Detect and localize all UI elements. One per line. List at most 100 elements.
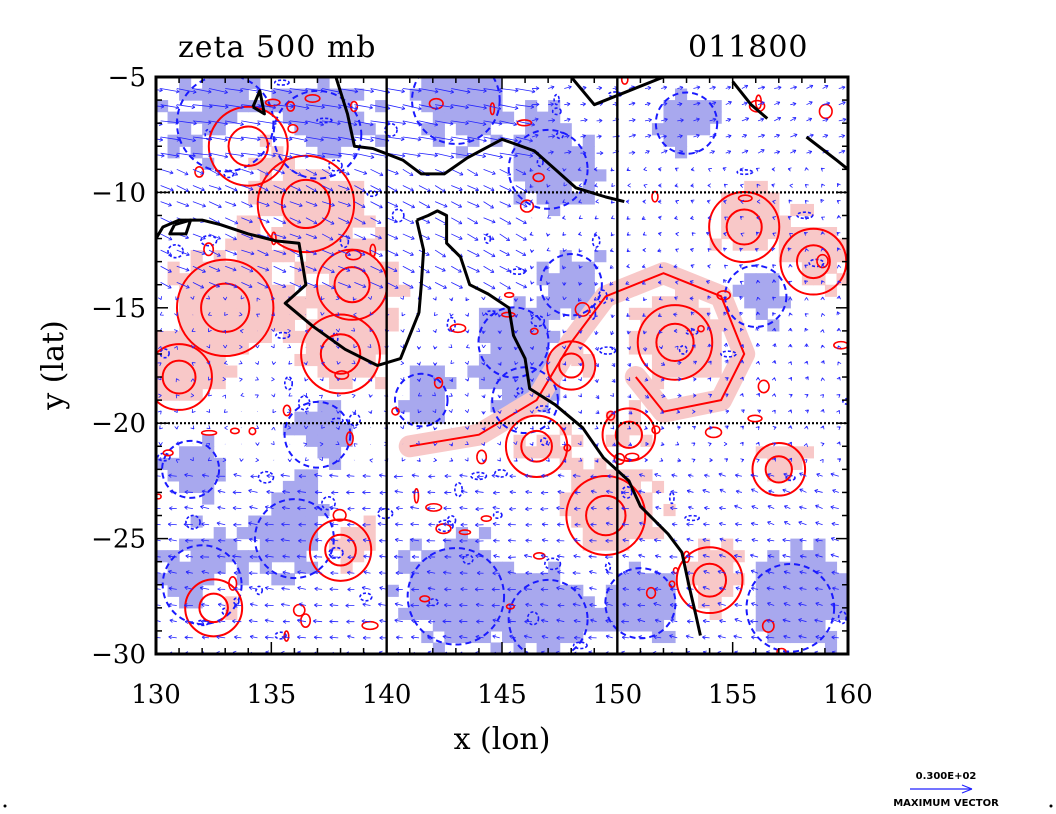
wind-vector [768, 490, 775, 493]
negative-cell [271, 538, 284, 551]
wind-vector-head [201, 473, 206, 478]
wind-vector-head [772, 457, 776, 462]
wind-vector-head [363, 554, 367, 559]
wind-vector-head [159, 425, 164, 430]
wind-vector [402, 120, 423, 126]
wind-vector-head [804, 280, 809, 285]
wind-vector [176, 168, 189, 175]
positive-contour [504, 414, 569, 478]
wind-vector-head [240, 121, 244, 127]
wind-vector-head [426, 235, 431, 240]
wind-vector-head [352, 377, 357, 382]
wind-vector-head [459, 473, 463, 478]
wind-vector-head [313, 220, 318, 225]
wind-vector-head [354, 89, 359, 94]
wind-vector-head [669, 634, 673, 639]
negative-cell [213, 457, 226, 470]
wind-vector [208, 152, 228, 158]
wind-vector-head [590, 474, 594, 479]
positive-cell [305, 330, 319, 344]
wind-vector [257, 88, 277, 94]
negative-cell [190, 480, 203, 494]
wind-vector [688, 474, 694, 477]
wind-vector-head [240, 104, 244, 110]
positive-cell [663, 365, 676, 378]
wind-vector [451, 152, 470, 157]
positive-cell [294, 203, 307, 217]
wind-vector-head [513, 121, 518, 127]
wind-vector-head [400, 360, 405, 366]
wind-vector-head [425, 252, 430, 256]
wind-vector-head [523, 586, 528, 592]
wind-vector-head [719, 506, 723, 511]
wind-vector-head [411, 570, 415, 575]
negative-cell [467, 88, 480, 101]
wind-vector-head [788, 457, 793, 462]
wind-vector-head [232, 267, 237, 272]
negative-cell [202, 446, 215, 459]
wind-vector-head [353, 312, 357, 317]
positive-cell [225, 342, 238, 355]
wind-vector-head [481, 426, 486, 431]
positive-cell [352, 215, 365, 228]
wind-vector-head [582, 150, 587, 156]
wind-vector [741, 117, 749, 122]
wind-vector [542, 539, 549, 542]
positive-cell [617, 480, 630, 494]
wind-vector [136, 571, 144, 573]
wind-vector [241, 136, 261, 140]
wind-vector-head [705, 231, 710, 236]
wind-vector-head [593, 167, 598, 172]
wind-vector [702, 620, 710, 623]
wind-vector-head [545, 200, 550, 204]
negative-cell [513, 157, 526, 170]
wind-vector-head [312, 619, 317, 624]
wind-vector [741, 85, 748, 89]
wind-vector-head [557, 522, 561, 527]
wind-vector [735, 474, 742, 477]
wind-vector-head [628, 442, 633, 447]
positive-contour [757, 379, 770, 394]
positive-contour [300, 313, 381, 395]
wind-vector-head [733, 634, 738, 639]
positive-cell [329, 238, 342, 251]
wind-vector-head [695, 117, 700, 122]
wind-vector-head [346, 538, 351, 543]
wind-vector [248, 489, 258, 493]
wind-vector-head [836, 394, 841, 398]
negative-contour [678, 344, 688, 355]
wind-vector-head [669, 602, 674, 608]
wind-vector [354, 136, 374, 141]
positive-cell [721, 203, 734, 217]
wind-vector-head [443, 506, 447, 511]
negative-cell [432, 573, 445, 586]
negative-cell [398, 607, 411, 620]
wind-vector-head [281, 170, 285, 175]
wind-vector-head [331, 202, 335, 207]
wind-vector-head [522, 236, 527, 241]
coastline-segment [416, 209, 702, 636]
positive-cell [317, 284, 330, 297]
wind-vector-head [788, 425, 793, 430]
negative-cell [305, 469, 319, 482]
wind-vector [225, 88, 243, 92]
wind-vector [329, 506, 339, 509]
positive-cell [824, 238, 838, 251]
wind-vector-head [448, 392, 453, 397]
positive-cell [617, 434, 630, 447]
wind-vector-head [703, 522, 707, 527]
positive-cell [259, 330, 272, 344]
wind-vector [638, 636, 646, 639]
positive-cell [305, 284, 319, 297]
wind-vector-head [798, 520, 803, 525]
wind-vector [241, 88, 260, 92]
wind-vector-head [346, 267, 351, 272]
positive-contour [369, 243, 377, 258]
negative-cell [444, 630, 457, 644]
wind-vector [257, 282, 269, 289]
wind-vector-head [702, 585, 707, 590]
wind-vector-head [626, 231, 631, 236]
wind-vector-head [605, 634, 610, 639]
wind-vector-head [379, 172, 384, 177]
positive-contour [248, 427, 257, 436]
